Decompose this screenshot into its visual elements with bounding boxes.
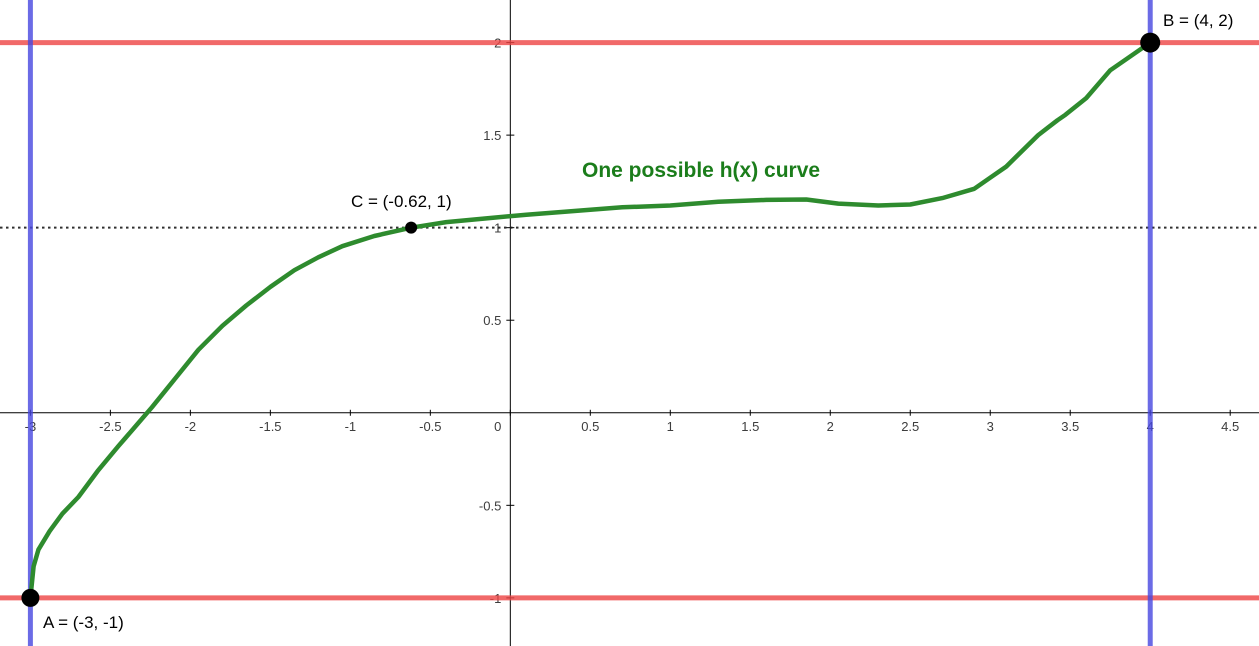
y-tick-label: 1.5 (483, 128, 501, 143)
x-tick-label: 2 (827, 419, 834, 434)
x-tick-label: 1.5 (741, 419, 759, 434)
x-tick-label: 0 (494, 419, 501, 434)
x-tick-label: -0.5 (419, 419, 441, 434)
x-tick-label: -1.5 (259, 419, 281, 434)
x-tick-label: 4.5 (1221, 419, 1239, 434)
y-tick-label: -0.5 (479, 498, 501, 513)
x-tick-label: 2.5 (901, 419, 919, 434)
curve-h-curve[interactable] (28, 40, 1153, 601)
x-tick-label: 3 (987, 419, 994, 434)
x-tick-label: 1 (667, 419, 674, 434)
point-C-label: C = (-0.62, 1) (351, 192, 452, 211)
point-A[interactable] (21, 588, 40, 607)
x-tick-label: -1 (345, 419, 357, 434)
x-tick-label: 0.5 (581, 419, 599, 434)
curve-title-label: One possible h(x) curve (582, 159, 821, 182)
point-C[interactable] (405, 221, 418, 234)
x-tick-label: -2 (185, 419, 197, 434)
y-tick-label: 1 (494, 221, 501, 236)
point-B-label: B = (4, 2) (1163, 11, 1234, 30)
point-B[interactable] (1140, 32, 1161, 53)
y-tick-label: 0.5 (483, 313, 501, 328)
point-A-label: A = (-3, -1) (43, 613, 124, 632)
x-tick-label: 3.5 (1061, 419, 1079, 434)
x-tick-label: -2.5 (99, 419, 121, 434)
